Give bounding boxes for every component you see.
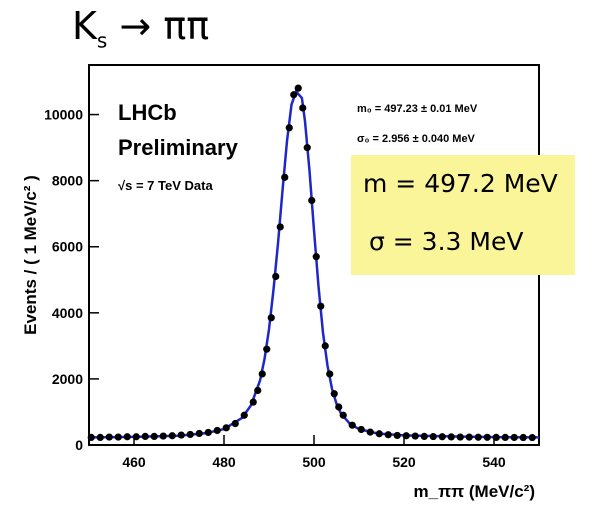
data-point (339, 411, 347, 419)
data-point (186, 430, 194, 439)
mass-result: m = 497.2 MeV (363, 169, 558, 198)
y-tick-label: 2000 (52, 371, 83, 387)
sigma0-parameter: σ₀ = 2.956 ± 0.040 MeV (357, 133, 476, 145)
data-point (294, 84, 302, 92)
data-point (96, 433, 104, 441)
data-point (312, 253, 320, 261)
y-tick-label: 0 (75, 437, 83, 453)
x-tick-label: 540 (482, 454, 506, 470)
data-point (447, 433, 455, 441)
x-tick-label: 460 (122, 454, 146, 470)
sigma-result: σ = 3.3 MeV (369, 227, 524, 256)
data-point (299, 104, 307, 112)
data-point (195, 429, 203, 438)
data-point (150, 432, 158, 441)
title-decay: → ππ (107, 4, 210, 48)
x-axis-label: m_ππ (MeV/c²) (414, 482, 535, 501)
x-tick-label: 500 (302, 454, 326, 470)
data-point (141, 432, 149, 441)
y-axis-label: Events / ( 1 MeV/c² ) (21, 175, 40, 335)
data-point (348, 421, 356, 429)
data-point (474, 433, 482, 441)
data-point (465, 433, 473, 441)
data-point (528, 433, 536, 442)
data-point (519, 433, 527, 442)
data-point (384, 431, 392, 439)
data-point (267, 314, 275, 322)
data-point (123, 433, 131, 441)
y-axis: 0 2000 4000 6000 8000 10000 (44, 107, 99, 453)
data-point (321, 342, 329, 350)
data-point (249, 398, 257, 406)
y-tick-label: 10000 (44, 107, 83, 123)
data-point (420, 432, 428, 441)
x-tick-label: 520 (392, 454, 416, 470)
title-k: K (72, 4, 97, 48)
data-point (326, 370, 334, 378)
title-subscript: s (96, 28, 108, 53)
data-point (87, 433, 95, 441)
data-point (159, 432, 167, 440)
data-point (510, 433, 518, 442)
m0-parameter: m₀ = 497.23 ± 0.01 MeV (357, 103, 478, 115)
data-point (272, 272, 280, 281)
data-point (483, 433, 491, 441)
data-point (240, 411, 248, 419)
data-point (429, 432, 437, 441)
data-point (114, 433, 122, 441)
data-point (357, 425, 365, 434)
data-point (501, 433, 509, 441)
data-point (222, 424, 230, 432)
chart-title: Ks → ππ (72, 4, 209, 53)
data-point (213, 426, 221, 435)
data-point (303, 144, 311, 152)
data-point (105, 433, 113, 441)
data-point (308, 196, 316, 205)
y-tick-label: 6000 (52, 239, 83, 255)
data-label: √s = 7 TeV Data (118, 178, 213, 193)
data-point (231, 419, 239, 428)
data-point (285, 124, 293, 132)
preliminary-label: Preliminary (118, 135, 239, 160)
data-point (263, 345, 271, 353)
data-point (366, 428, 374, 436)
data-point (393, 431, 401, 440)
y-tick-label: 4000 (52, 305, 83, 321)
data-point (168, 432, 176, 440)
data-point (317, 302, 325, 310)
data-point (177, 431, 185, 439)
data-point (456, 433, 464, 441)
data-point (258, 370, 266, 378)
data-point (276, 223, 284, 231)
data-point (335, 403, 343, 411)
data-point (204, 428, 212, 437)
data-point (402, 432, 410, 440)
data-point (132, 433, 140, 441)
x-tick-label: 480 (212, 454, 236, 470)
data-point (438, 433, 446, 441)
data-point (492, 433, 500, 441)
data-point (411, 432, 419, 440)
data-point (290, 91, 298, 99)
result-highlight-box: m = 497.2 MeV σ = 3.3 MeV (351, 155, 575, 275)
y-tick-label: 8000 (52, 173, 83, 189)
x-axis: 460 480 500 520 540 (122, 435, 506, 470)
data-point (375, 430, 383, 438)
data-point (281, 173, 289, 181)
data-point (330, 390, 338, 398)
data-points (87, 84, 536, 442)
lhcb-label: LHCb (118, 100, 177, 125)
data-point (254, 386, 262, 395)
